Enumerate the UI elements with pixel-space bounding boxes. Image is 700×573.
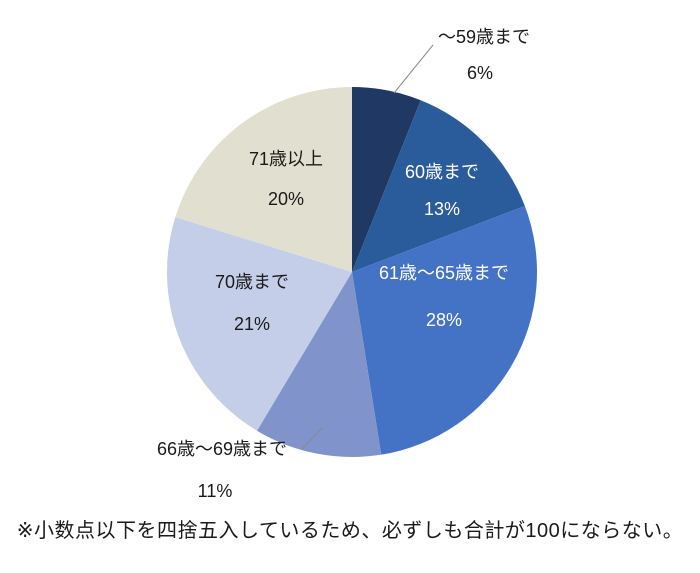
slice-pct-4: 21%	[234, 314, 270, 334]
slice-label-0: 〜59歳まで	[438, 27, 530, 47]
pie-slice-0	[352, 87, 421, 272]
pie-chart-canvas: 〜59歳まで 6% 60歳まで 13% 61歳〜65歳まで 28% 66歳〜69歳まで 11%…	[157, 27, 538, 501]
slice-label-5: 71歳以上	[249, 149, 323, 169]
slice-pct-1: 13%	[424, 199, 460, 219]
slice-pct-2: 28%	[426, 310, 462, 330]
chart-footnote: ※小数点以下を四捨五入しているため、必ずしも合計が100にならない。	[16, 520, 684, 542]
pie-slice-4	[166, 217, 352, 431]
pie-slice-2	[352, 205, 538, 455]
leader-line-0	[393, 44, 434, 94]
slice-pct-0: 6%	[467, 63, 493, 83]
slice-pct-5: 20%	[268, 189, 304, 209]
pie-slice-1	[352, 100, 525, 272]
pie-slice-5	[175, 87, 352, 272]
slice-pct-3: 11%	[198, 481, 233, 501]
pie-slice-3	[256, 272, 382, 458]
slice-label-1: 60歳まで	[405, 162, 479, 182]
slice-label-3: 66歳〜69歳まで	[157, 439, 287, 459]
slice-label-4: 70歳まで	[215, 272, 289, 292]
slice-label-2: 61歳〜65歳まで	[379, 263, 509, 283]
leader-line-3	[301, 427, 323, 450]
